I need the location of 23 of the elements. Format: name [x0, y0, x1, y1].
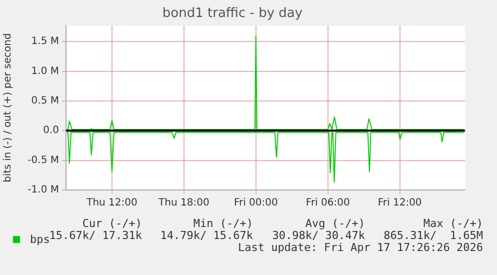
- x-tick-label: Fri 12:00: [378, 198, 422, 209]
- text: Cur (-/+): [82, 217, 142, 230]
- y-tick-label: -1.0 M: [28, 184, 59, 196]
- x-tick-label: Fri 00:00: [234, 198, 278, 209]
- text: 14.79k/ 15.67k: [160, 229, 253, 242]
- text: Max (-/+): [423, 217, 483, 230]
- text: Last update: Fri Apr 17 17:26:26 2026: [238, 241, 483, 254]
- y-tick-label: 0.5 M: [31, 96, 59, 107]
- text: 865.31k/ 1.65M: [384, 229, 483, 242]
- chart-title: bond1 traffic - by day: [162, 6, 303, 22]
- x-tick-label: Thu 18:00: [158, 198, 210, 209]
- legend-label: bps: [30, 233, 50, 246]
- text: 30.98k/ 30.47k: [272, 229, 365, 242]
- y-axis-title: bits in (-) / out (+) per second: [2, 33, 14, 182]
- x-tick-label: Fri 06:00: [306, 198, 350, 209]
- text: Avg (-/+): [305, 217, 365, 230]
- text: 15.67k/ 17.31k: [49, 229, 142, 242]
- y-tick-label: 0.0: [43, 125, 59, 136]
- text: Min (-/+): [193, 217, 253, 230]
- y-tick-label: -0.5 M: [28, 154, 59, 166]
- x-tick-label: Thu 12:00: [86, 198, 138, 209]
- y-tick-label: 1.5 M: [31, 36, 59, 48]
- y-tick-label: 1.0 M: [31, 66, 59, 77]
